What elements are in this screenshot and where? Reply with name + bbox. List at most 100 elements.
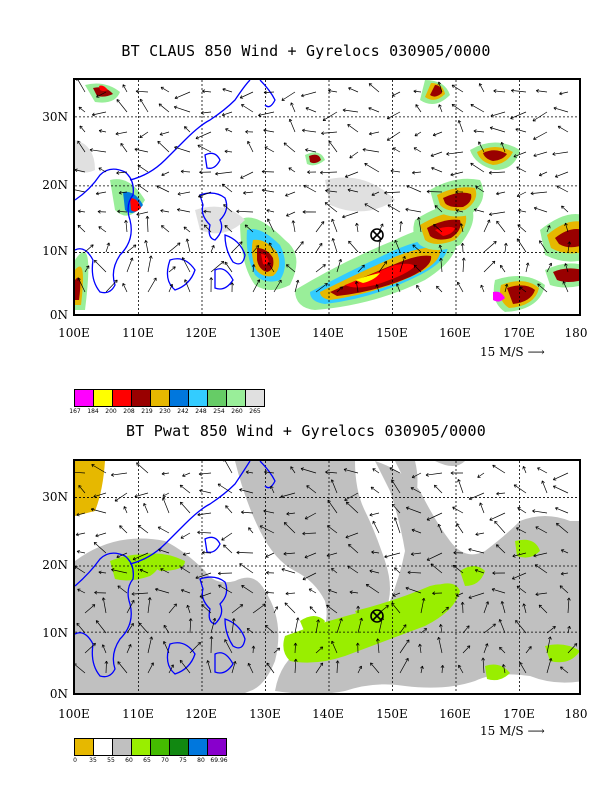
wind-vector (556, 185, 569, 193)
wind-vector (391, 479, 401, 494)
wind-vector (75, 663, 86, 674)
wind-vector (98, 167, 107, 173)
wind-vector (453, 550, 464, 555)
wind-vector (75, 532, 86, 537)
wind-vector (138, 622, 149, 634)
wind-vector (399, 639, 410, 654)
wind-vector (197, 530, 212, 535)
wind-vector (168, 283, 174, 293)
wind-vector (375, 284, 380, 293)
wind-vector (95, 620, 107, 634)
wind-vector (75, 168, 86, 173)
wind-vector (411, 528, 422, 534)
top-wind-scale-label: 15 M/S ⟶ (480, 345, 545, 359)
wind-vector (391, 602, 401, 614)
wind-vector (488, 211, 506, 216)
bottom-map-panel (73, 459, 581, 695)
wind-vector (420, 597, 426, 614)
wind-vector (499, 646, 506, 654)
wind-vector (378, 223, 384, 233)
wind-vector (75, 565, 86, 574)
wind-vector (137, 184, 149, 193)
bottom-lon-label: 110E (122, 707, 154, 721)
top-lon-label: 140E (312, 326, 344, 340)
wind-vector (395, 283, 401, 293)
wind-vector (267, 262, 275, 273)
wind-vector (315, 242, 323, 253)
wind-vector (264, 470, 275, 475)
top-colorbar-swatch (151, 390, 170, 406)
wind-vector (91, 464, 107, 474)
wind-vector (183, 226, 191, 233)
wind-vector (462, 625, 470, 634)
wind-vector (483, 623, 496, 634)
wind-vector (259, 525, 275, 534)
wind-vector (117, 209, 128, 214)
wind-vector (168, 603, 177, 614)
top-lon-label: 130E (249, 326, 281, 340)
wind-vector (356, 605, 361, 614)
wind-vector (326, 552, 338, 558)
wind-vector (236, 209, 254, 214)
bottom-lon-label: 140E (312, 707, 344, 721)
wind-vector (399, 657, 409, 674)
wind-vector (513, 151, 527, 158)
wind-vector (460, 242, 465, 253)
wind-vector (331, 238, 338, 253)
wind-vector (368, 83, 380, 93)
wind-vector (392, 147, 401, 153)
wind-vector (517, 208, 527, 213)
wind-vector (156, 185, 170, 193)
wind-vector (265, 552, 275, 558)
wind-vector (345, 501, 359, 514)
wind-vector (478, 83, 485, 93)
wind-vector (355, 642, 360, 654)
wind-vector (399, 624, 407, 634)
wind-vector (293, 658, 298, 674)
wind-vector (480, 284, 485, 293)
wind-vector (492, 571, 506, 575)
wind-vector (78, 106, 86, 113)
wind-vector (209, 277, 214, 293)
wind-vector (489, 512, 506, 521)
wind-vector (393, 517, 401, 534)
wind-vector (180, 532, 191, 539)
wind-vector (473, 129, 485, 133)
wind-vector (288, 118, 296, 133)
wind-vector (324, 202, 338, 213)
wind-vector (231, 241, 243, 253)
wind-vector (315, 283, 328, 293)
bottom-colorbar-swatch (208, 739, 226, 755)
wind-vector (479, 502, 485, 514)
wind-vector (557, 125, 569, 133)
wind-vector (369, 569, 380, 574)
wind-vector (552, 485, 569, 494)
scale-arrow-icon: ⟶ (527, 345, 545, 359)
wind-vector (147, 255, 153, 273)
wind-vector (267, 218, 275, 233)
wind-vector (375, 638, 380, 654)
wind-vector (147, 597, 152, 614)
wind-vector (231, 618, 236, 634)
top-lon-label: 170E (503, 326, 535, 340)
bottom-lat-label: 10N (42, 626, 68, 640)
wind-vector (391, 91, 401, 97)
wind-vector (224, 149, 233, 154)
wind-vector (115, 131, 128, 136)
wind-vector (415, 104, 422, 113)
wind-vector (355, 222, 359, 233)
wind-vector (468, 592, 485, 599)
wind-vector (425, 472, 443, 477)
wind-vector (413, 264, 422, 273)
wind-vector (201, 89, 212, 94)
wind-vector (405, 586, 422, 594)
top-lon-label: 110E (122, 326, 154, 340)
bottom-colorbar-swatch (75, 739, 94, 755)
wind-vector (160, 225, 170, 233)
wind-vector (209, 636, 214, 654)
wind-vector (90, 507, 107, 514)
wind-vector (283, 551, 296, 556)
wind-vector (354, 280, 359, 293)
coastlines (75, 461, 276, 678)
top-colorbar-tick-label: 167 (69, 408, 81, 415)
